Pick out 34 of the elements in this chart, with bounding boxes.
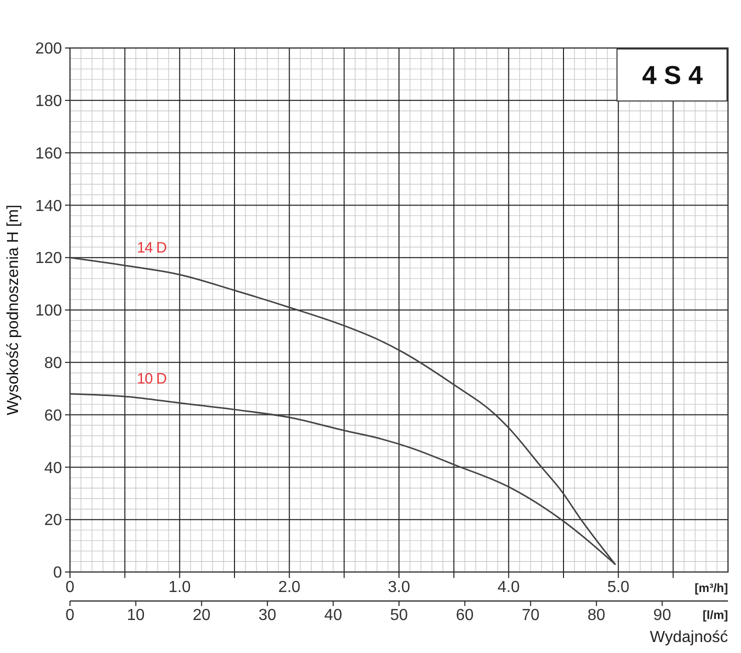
x-tick-label: 1.0	[168, 579, 191, 596]
x2-axis-title: [l/m]	[702, 608, 728, 622]
x2-tick-label: 40	[324, 607, 342, 624]
y-tick-label: 120	[35, 250, 62, 268]
y-axis-title: Wysokość podnoszenia H [m]	[5, 204, 22, 416]
y-tick-label: 100	[35, 302, 62, 320]
x-tick-label: 4.0	[498, 579, 520, 596]
x-tick-label: 3.0	[388, 579, 410, 596]
x2-tick-label: 60	[456, 607, 474, 624]
y-tick-label: 60	[44, 407, 62, 424]
y-tick-label: 180	[35, 93, 62, 110]
y-tick-label: 20	[44, 512, 62, 530]
x2-tick-label: 30	[258, 607, 276, 624]
y-tick-label: 200	[35, 40, 62, 58]
y-tick-label: 80	[44, 355, 62, 372]
x2-tick-label: 90	[653, 607, 672, 624]
x-tick-label: 2.0	[278, 579, 301, 596]
x2-tick-label: 80	[588, 607, 606, 624]
y-tick-label: 0	[53, 564, 62, 582]
x2-tick-label: 20	[192, 607, 211, 624]
x2-tick-label: 70	[522, 607, 540, 624]
y-tick-label: 140	[35, 198, 62, 215]
x2-tick-label: 10	[126, 607, 145, 624]
x-tick-label: 5.0	[607, 579, 630, 596]
series-label: 14 D	[136, 239, 168, 256]
y-tick-label: 40	[44, 460, 62, 477]
x2-tick-label: 0	[66, 607, 75, 624]
series-label: 10 D	[136, 370, 168, 388]
text: Wydajność	[650, 629, 728, 646]
x2-tick-label: 50	[390, 607, 408, 624]
x-axis-title: [m³/h]	[694, 581, 728, 595]
x-tick-label: 0	[66, 579, 75, 596]
y-tick-label: 160	[35, 145, 62, 162]
text: 4 S 4	[642, 60, 704, 90]
